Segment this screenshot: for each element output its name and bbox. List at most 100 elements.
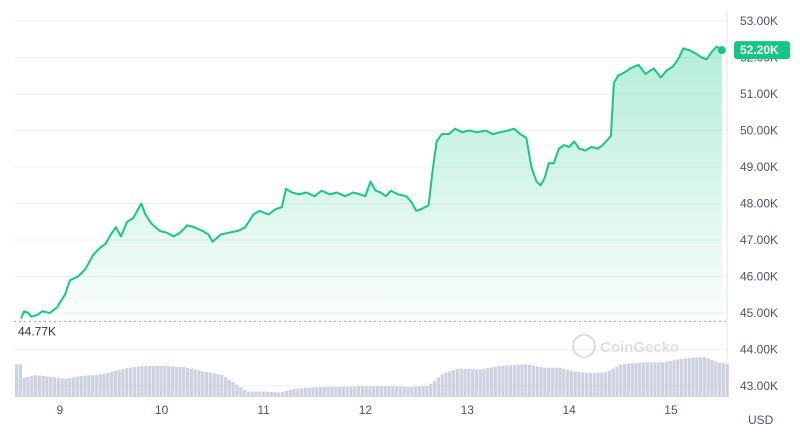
last-price-dot (717, 46, 726, 55)
volume-bar (676, 359, 680, 397)
volume-bar (338, 386, 342, 397)
volume-bar (630, 363, 634, 397)
volume-bar (186, 367, 190, 397)
volume-bar (376, 386, 380, 397)
volume-bar (170, 366, 174, 397)
volume-bar (417, 386, 421, 397)
volume-bar (231, 382, 235, 397)
volume-bar (148, 365, 152, 397)
watermark-logo: CoinGecko (572, 334, 679, 358)
volume-bar (588, 373, 592, 397)
logo-icon (572, 334, 596, 358)
volume-bar (53, 377, 57, 397)
volume-bar (45, 376, 49, 397)
volume-bar (379, 386, 383, 397)
volume-bar (490, 367, 494, 397)
x-tick-label: 14 (562, 403, 576, 417)
volume-bar (421, 386, 425, 397)
volume-bar (106, 372, 110, 397)
volume-bar (493, 366, 497, 397)
volume-bar (64, 378, 68, 397)
volume-bar (524, 364, 528, 397)
volume-bar (288, 389, 292, 397)
volume-bar (18, 364, 22, 397)
volume-bar (668, 360, 672, 397)
y-tick-label: 53.00K (740, 14, 778, 28)
volume-bar (129, 367, 133, 397)
volume-bar (30, 376, 34, 397)
volume-bar (395, 386, 399, 397)
volume-bar (372, 386, 376, 397)
volume-bar (197, 370, 201, 397)
current-price-label: 52.20K (740, 43, 779, 57)
y-axis: 53.00K52.00K51.00K50.00K49.00K48.00K47.0… (740, 14, 778, 393)
volume-bar (725, 363, 729, 397)
low-marker: 44.77K (14, 320, 727, 338)
volume-bar (680, 358, 684, 397)
volume-bar (83, 375, 87, 397)
volume-bar (387, 386, 391, 397)
volume-bar (638, 362, 642, 397)
y-tick-label: 49.00K (740, 160, 778, 174)
volume-bar (501, 365, 505, 397)
volume-bar (509, 365, 513, 397)
volume-bar (642, 362, 646, 397)
volume-bar (436, 377, 440, 397)
watermark-text: CoinGecko (600, 339, 679, 356)
volume-bar (37, 375, 41, 397)
x-tick-label: 11 (257, 403, 270, 417)
volume-bar (573, 371, 577, 397)
volume-bar (452, 370, 456, 397)
volume-bar (269, 391, 273, 397)
volume-bar (619, 364, 623, 397)
volume-bar (132, 367, 136, 397)
volume-bar (311, 387, 315, 397)
volume-bar (220, 374, 224, 397)
volume-bar (474, 369, 478, 397)
volume-bar (585, 372, 589, 397)
volume-bar (687, 358, 691, 397)
volume-bar (15, 364, 19, 397)
volume-bar (672, 360, 676, 397)
volume-bar (262, 391, 266, 397)
y-tick-label: 47.00K (740, 233, 778, 247)
volume-bar (497, 366, 501, 397)
x-tick-label: 13 (461, 403, 475, 417)
volume-bar (163, 366, 167, 397)
volume-bar (645, 362, 649, 397)
volume-bar (182, 367, 186, 397)
volume-bar (300, 388, 304, 397)
volume-bar (706, 358, 710, 397)
volume-bar (174, 366, 178, 397)
volume-bar (357, 386, 361, 397)
price-badge-bg (734, 41, 790, 60)
volume-bar (368, 386, 372, 397)
volume-bar (208, 372, 212, 397)
volume-bar (566, 369, 570, 397)
volume-bar (653, 362, 657, 397)
volume-bar (398, 386, 402, 397)
volume-bar (216, 374, 220, 397)
volume-bar (360, 386, 364, 397)
volume-bar (600, 372, 604, 397)
volume-bar (710, 360, 714, 397)
volume-bar (406, 386, 410, 397)
volume-bar (319, 387, 323, 397)
volume-bar (151, 365, 155, 397)
volume-bar (577, 371, 581, 397)
volume-bar (512, 364, 516, 397)
volume-bar (224, 377, 228, 397)
volume-bar (433, 380, 437, 397)
volume-bar (201, 371, 205, 397)
volume-bar (341, 386, 345, 397)
volume-bar (649, 362, 653, 397)
volume-bar (592, 372, 596, 397)
volume-bar (113, 370, 117, 397)
volume-bar (623, 363, 627, 397)
x-tick-label: 9 (56, 403, 63, 417)
volume-bar (721, 363, 725, 397)
volume-bar (307, 387, 311, 397)
volume-bar (125, 368, 129, 397)
volume-bar (463, 368, 467, 397)
